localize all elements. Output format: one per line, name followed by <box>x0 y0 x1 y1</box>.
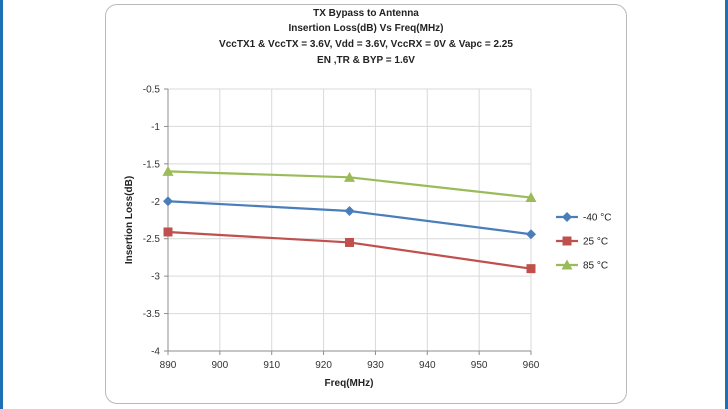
chart-title: TX Bypass to Antenna <box>313 8 419 19</box>
data-point <box>163 227 173 237</box>
x-tick-label: 930 <box>367 360 384 371</box>
y-tick-label: -3 <box>151 272 160 283</box>
data-point <box>163 196 173 207</box>
chart-card <box>105 4 627 404</box>
chart-conditions-2: EN ,TR & BYP = 1.6V <box>317 55 415 66</box>
y-tick-label: -1 <box>151 122 160 133</box>
legend: -40 °C 25 °C 85 °C <box>556 212 611 272</box>
data-point <box>345 237 354 247</box>
legend-label: 25 °C <box>583 237 608 248</box>
x-tick-label: 920 <box>315 360 332 371</box>
y-tick-label: -0.5 <box>143 85 161 96</box>
axes <box>164 88 532 355</box>
data-point <box>162 165 174 176</box>
data-point <box>525 192 537 203</box>
data-point <box>344 206 355 217</box>
y-tick-label: -3.5 <box>143 309 161 320</box>
legend-marker <box>562 212 572 222</box>
legend-item: 25 °C <box>556 236 608 248</box>
y-tick-label: -4 <box>151 347 160 358</box>
gridlines <box>167 88 532 352</box>
y-tick-label: -2.5 <box>143 234 161 245</box>
legend-item: 85 °C <box>556 259 608 272</box>
series-1 <box>163 227 536 274</box>
y-tick-label: -2 <box>151 197 160 208</box>
x-axis-label: Freq(MHz) <box>325 378 374 389</box>
legend-item: -40 °C <box>556 212 611 224</box>
legend-marker <box>561 259 573 270</box>
y-axis-label: Insertion Loss(dB) <box>124 176 135 264</box>
chart-subtitle: Insertion Loss(dB) Vs Freq(MHz) <box>288 23 444 34</box>
chart-conditions: VccTX1 & VccTX = 3.6V, Vdd = 3.6V, VccRX… <box>219 39 513 50</box>
x-tick-label: 900 <box>212 360 229 371</box>
series-0 <box>163 196 536 240</box>
data-point <box>344 171 355 182</box>
legend-marker <box>562 236 572 246</box>
series <box>162 165 537 274</box>
data-point <box>526 229 536 240</box>
legend-label: -40 °C <box>583 213 611 224</box>
x-tick-label: 910 <box>263 360 280 371</box>
data-point <box>526 264 536 274</box>
series-line <box>167 230 532 270</box>
x-tick-label: 890 <box>160 360 177 371</box>
x-tick-label: 960 <box>523 360 540 371</box>
series-2 <box>162 165 537 203</box>
x-tick-label: 940 <box>419 360 436 371</box>
y-tick-label: -1.5 <box>143 159 161 170</box>
x-tick-label: 950 <box>471 360 488 371</box>
legend-label: 85 °C <box>583 261 608 272</box>
